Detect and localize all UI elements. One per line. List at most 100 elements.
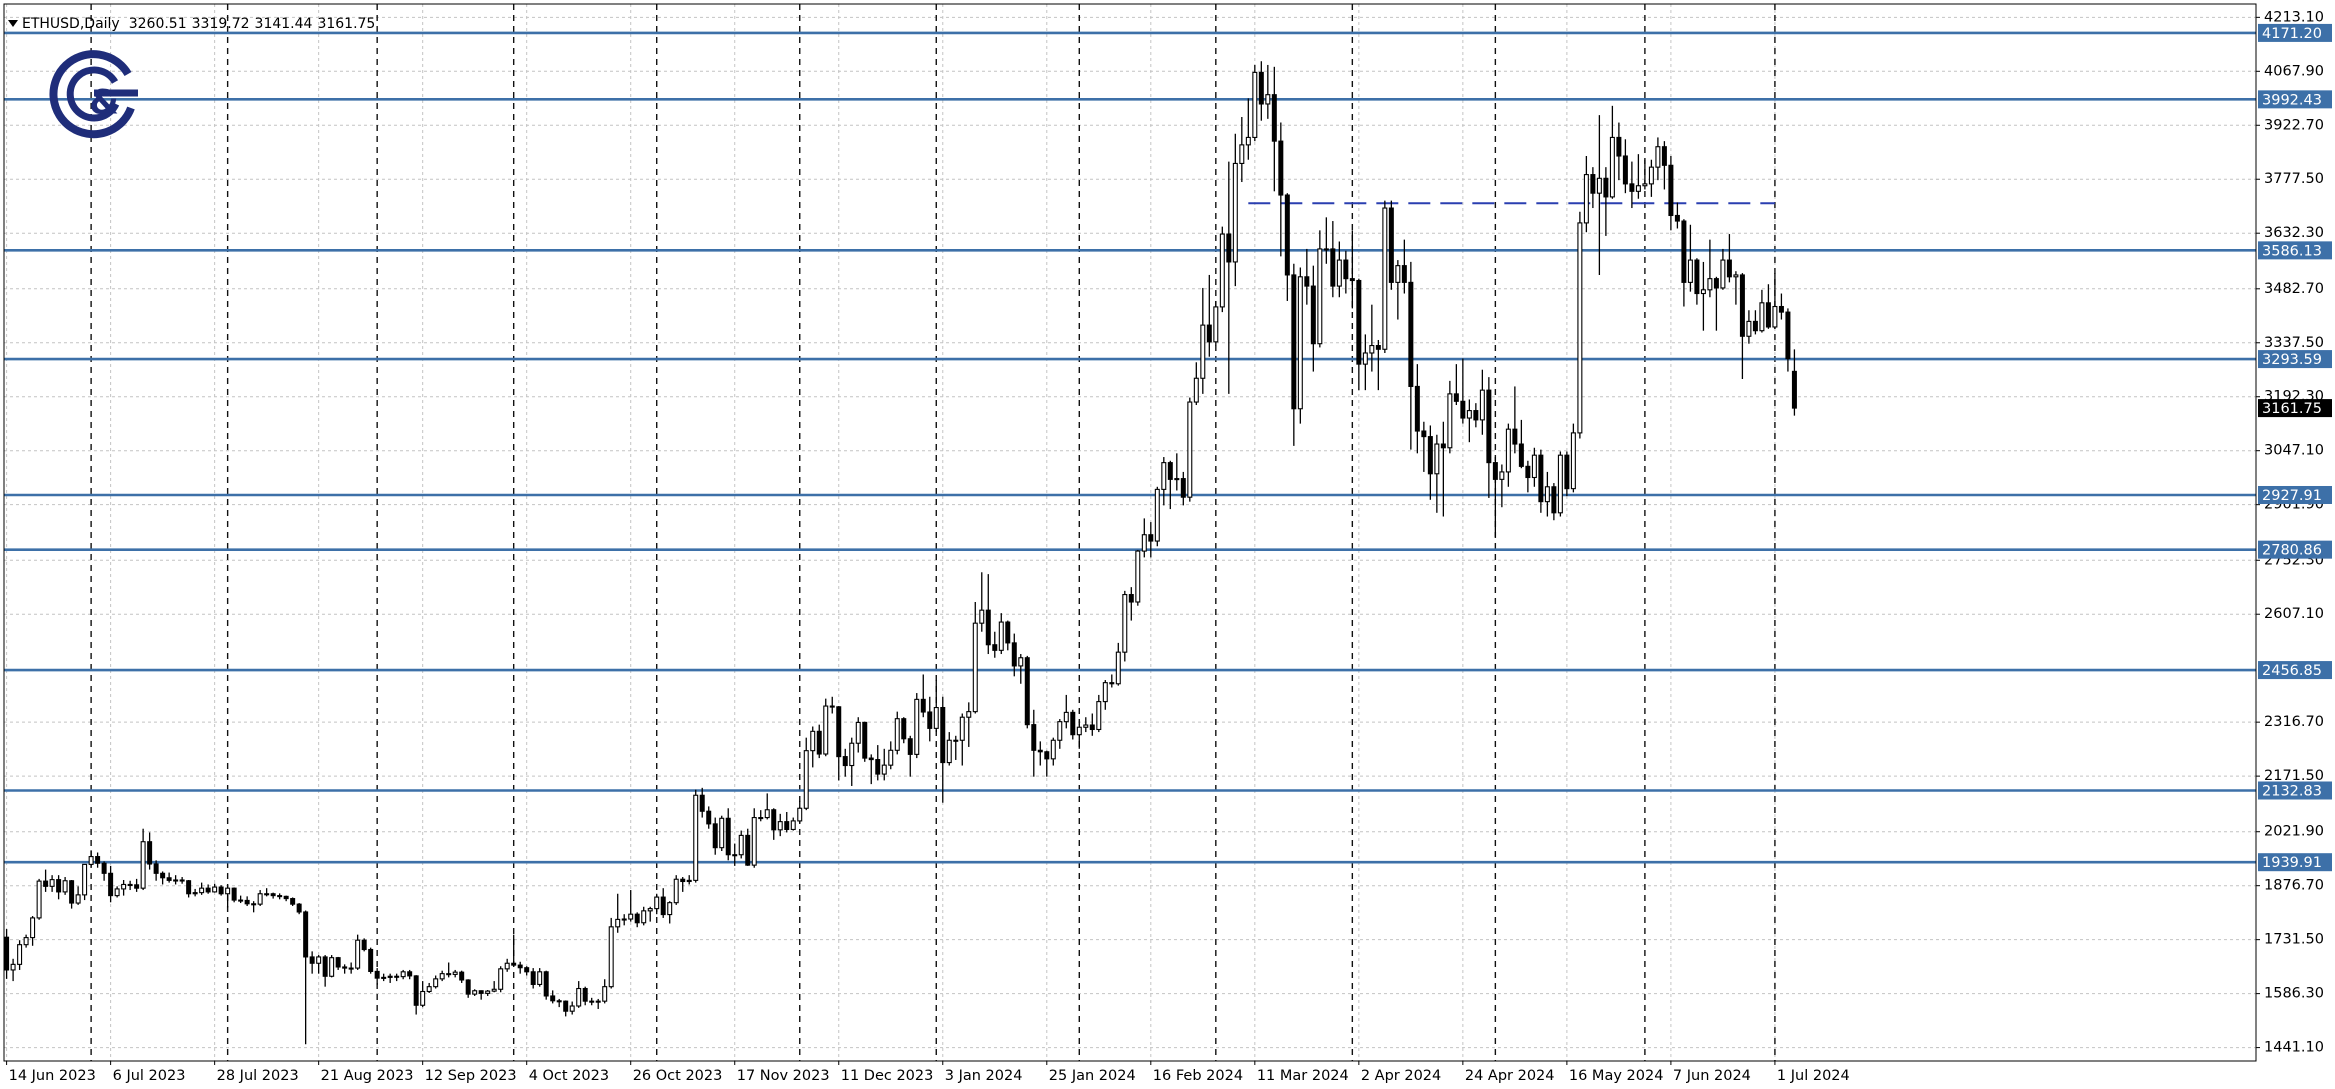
header-close: 3161.75 — [317, 16, 375, 32]
candle-body — [680, 878, 686, 883]
candle-body — [771, 809, 777, 831]
candle-body — [998, 621, 1004, 651]
x-tick-label: 12 Sep 2023 — [425, 1068, 517, 1084]
candle-body — [1505, 428, 1511, 473]
candle-body — [1434, 443, 1440, 475]
candle-body — [972, 622, 978, 713]
chart-header: ETHUSD,Daily 3260.51 3319.72 3141.44 3161.75 — [22, 16, 375, 32]
candle-body — [1271, 94, 1277, 142]
candle-body — [758, 817, 764, 820]
candle-body — [1460, 400, 1466, 419]
candle-body — [1330, 248, 1336, 287]
candle-body — [251, 903, 257, 906]
candle-body — [1512, 428, 1518, 445]
candle-body — [23, 937, 29, 946]
candle-body — [524, 967, 530, 973]
candle-body — [1031, 724, 1037, 751]
candle-body — [1674, 214, 1680, 222]
candle-body — [1648, 166, 1654, 185]
symbol: ETHUSD,Daily — [22, 16, 120, 32]
candle-body — [790, 820, 796, 831]
candle-body — [485, 990, 491, 994]
candle-body — [1622, 155, 1628, 185]
candle-body — [641, 910, 647, 924]
candle-body — [82, 863, 88, 896]
candle-body — [1479, 389, 1485, 421]
candle-body — [959, 716, 965, 741]
candle-body — [1687, 259, 1693, 283]
level-price-label: 1939.91 — [2262, 855, 2322, 871]
candle-body — [602, 986, 608, 1002]
candle-body — [751, 817, 757, 866]
candle-body — [550, 995, 556, 1002]
y-tick-label: 4213.10 — [2264, 9, 2324, 25]
x-tick-label: 14 Jun 2023 — [9, 1068, 96, 1084]
candle-body — [1564, 454, 1570, 490]
candle-body — [1161, 462, 1167, 490]
candle-body — [1791, 370, 1797, 409]
candle-body — [875, 759, 881, 775]
candle-body — [1772, 305, 1778, 328]
candle-body — [803, 750, 809, 809]
candle-body — [1700, 289, 1706, 295]
header-high: 3319.72 — [192, 16, 250, 32]
x-tick-label: 11 Mar 2024 — [1257, 1068, 1349, 1084]
candle-body — [1291, 274, 1297, 410]
candle-body — [940, 707, 946, 764]
candle-body — [1226, 233, 1232, 263]
candle-body — [290, 898, 296, 905]
candle-body — [1135, 550, 1141, 603]
candle-body — [1447, 393, 1453, 449]
candle-body — [108, 872, 114, 897]
candle-body — [862, 721, 868, 759]
candle-body — [140, 841, 146, 889]
candle-body — [413, 975, 419, 1006]
candle-body — [504, 962, 510, 970]
candle-body — [1310, 285, 1316, 345]
candle-body — [1109, 682, 1115, 685]
candle-body — [1629, 183, 1635, 192]
candle-body — [719, 817, 725, 849]
candle-body — [621, 918, 627, 921]
candle-body — [270, 893, 276, 897]
candle-body — [1778, 305, 1784, 313]
header-open: 3260.51 — [129, 16, 187, 32]
level-price-box — [2258, 853, 2332, 872]
y-tick-label: 4067.90 — [2264, 63, 2324, 79]
candle-body — [75, 894, 81, 904]
y-tick-label: 1441.10 — [2264, 1040, 2324, 1056]
candle-body — [1206, 324, 1212, 343]
candle-body — [1278, 140, 1284, 196]
candle-body — [407, 971, 413, 977]
candle-body — [212, 886, 218, 893]
candle-body — [1323, 248, 1329, 251]
candle-body — [1089, 724, 1095, 731]
y-tick-label: 3632.30 — [2264, 225, 2324, 241]
y-tick-label: 3922.70 — [2264, 117, 2324, 133]
x-tick-label: 16 May 2024 — [1569, 1068, 1664, 1084]
y-tick-label: 1586.30 — [2264, 986, 2324, 1002]
level-price-box — [2258, 23, 2332, 42]
candle-body — [433, 978, 439, 988]
candle-body — [303, 911, 309, 958]
candle-body — [1258, 71, 1264, 105]
candle-body — [381, 976, 387, 979]
level-price-box — [2258, 350, 2332, 369]
x-tick-label: 16 Feb 2024 — [1153, 1068, 1243, 1084]
y-tick-label: 3482.70 — [2264, 281, 2324, 297]
candle-body — [576, 987, 582, 1007]
candle-body — [1083, 724, 1089, 728]
candle-body — [907, 738, 913, 755]
candle-body — [1122, 594, 1128, 653]
candle-body — [355, 939, 361, 969]
y-tick-label: 3337.50 — [2264, 335, 2324, 351]
candle-body — [1063, 711, 1069, 723]
x-tick-label: 7 Jun 2024 — [1673, 1068, 1751, 1084]
candle-body — [322, 956, 328, 977]
candle-body — [920, 698, 926, 713]
candle-body — [348, 967, 354, 970]
symbol-menu-arrow[interactable] — [8, 20, 18, 27]
candle-body — [693, 794, 699, 881]
candle-body — [121, 883, 127, 890]
candle-body — [1473, 410, 1479, 421]
